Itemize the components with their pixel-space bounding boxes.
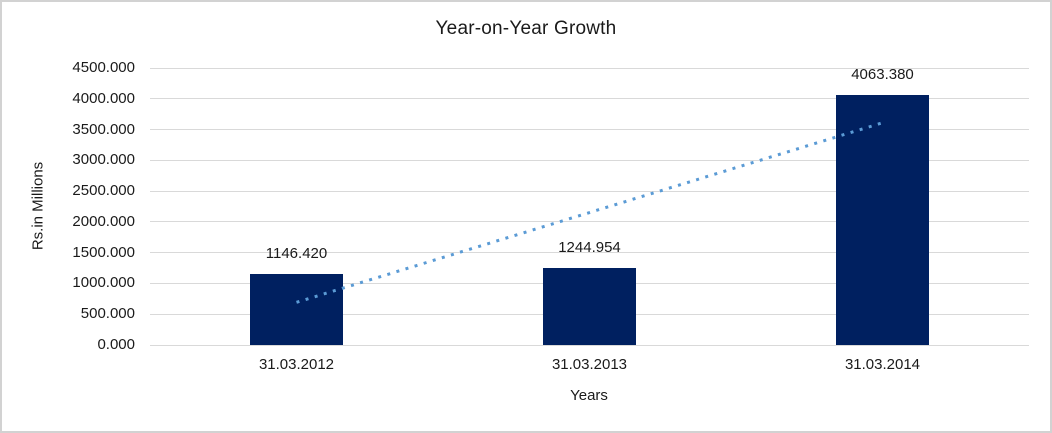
bar-31.03.2012 xyxy=(250,274,343,345)
y-tick-label: 3500.000 xyxy=(72,120,135,138)
gridline xyxy=(150,344,1029,346)
x-tick-label: 31.03.2013 xyxy=(551,356,628,373)
bar-31.03.2014 xyxy=(836,94,929,345)
y-tick-label: 4000.000 xyxy=(72,89,135,107)
x-tick-label: 31.03.2012 xyxy=(258,356,335,373)
bar-31.03.2013 xyxy=(543,268,636,345)
x-tick-label: 31.03.2014 xyxy=(844,356,921,373)
y-tick-label: 1000.000 xyxy=(72,274,135,292)
y-tick-label: 4500.000 xyxy=(72,59,135,76)
plot-area xyxy=(150,67,1029,346)
trendline xyxy=(296,121,883,304)
gridline xyxy=(150,98,1029,100)
y-tick-label: 3000.000 xyxy=(72,151,135,169)
gridline xyxy=(150,159,1029,161)
y-tick-label: 2000.000 xyxy=(72,212,135,230)
y-tick-label: 1500.000 xyxy=(72,243,135,261)
x-axis-title: Years xyxy=(570,387,608,404)
gridline xyxy=(150,190,1029,192)
gridline xyxy=(150,252,1029,254)
chart-title: Year-on-Year Growth xyxy=(435,18,617,39)
gridline xyxy=(150,67,1029,69)
bar-value-label: 1244.954 xyxy=(558,239,621,257)
gridline xyxy=(150,221,1029,223)
gridline xyxy=(150,129,1029,131)
y-axis-title: Rs.in Millions xyxy=(29,161,47,251)
y-tick-label: 0.000 xyxy=(97,336,135,353)
bar-value-label: 4063.380 xyxy=(851,65,914,83)
y-tick-label: 500.000 xyxy=(80,305,135,323)
y-tick-label: 2500.000 xyxy=(72,182,135,200)
bar-value-label: 1146.420 xyxy=(265,245,328,263)
